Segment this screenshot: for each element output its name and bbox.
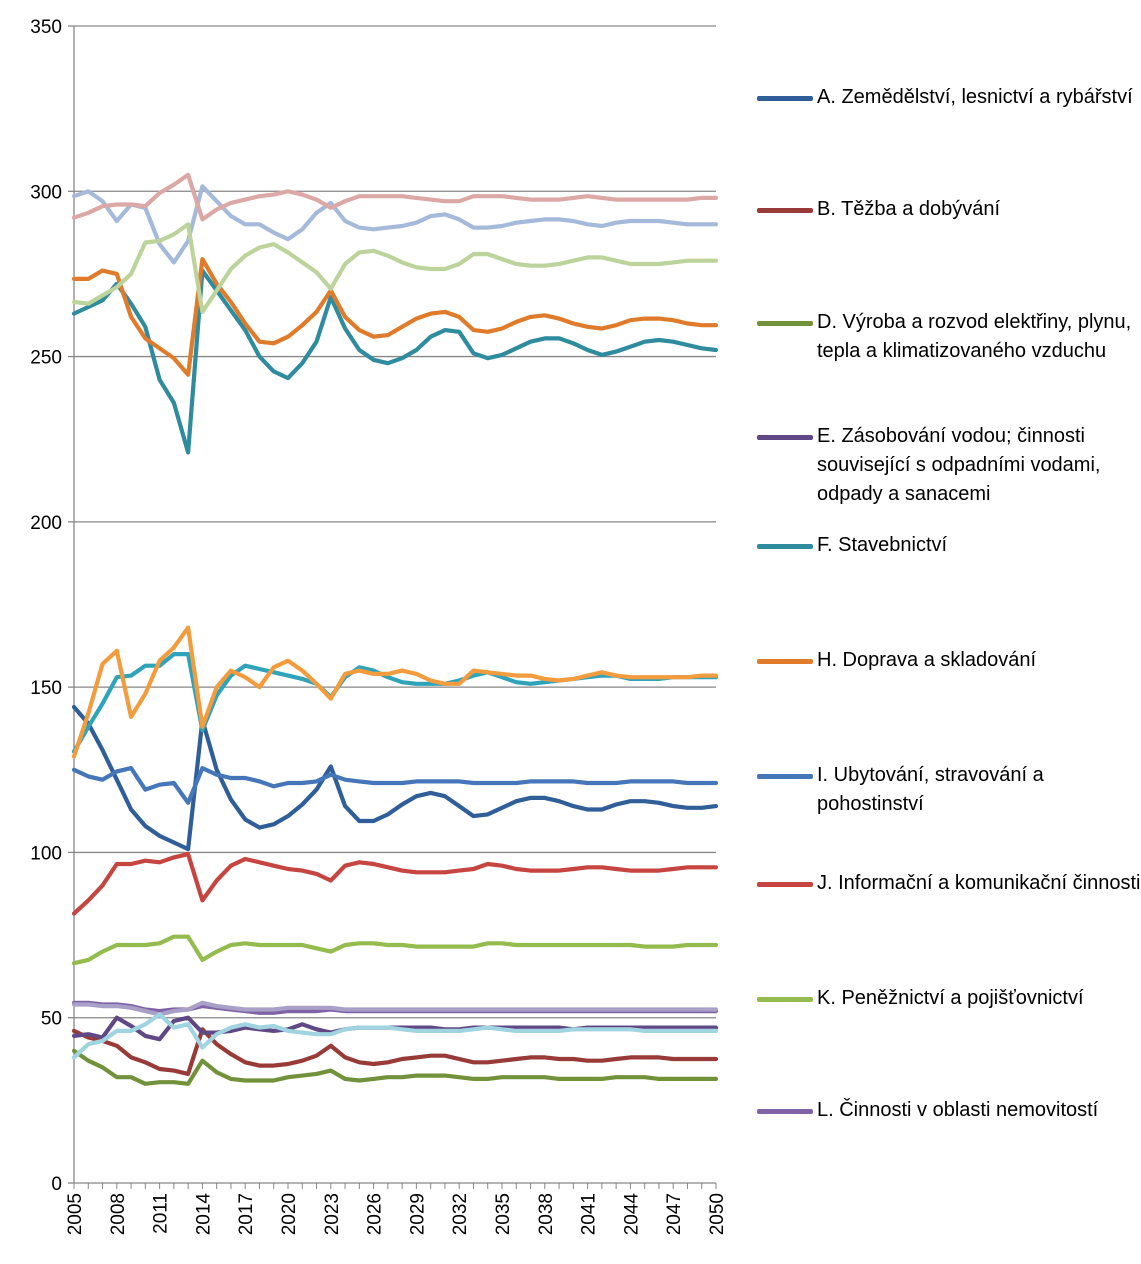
x-tick-label: 2041 — [579, 1193, 600, 1235]
legend-label: A. Zemědělství, lesnictví a rybářství — [817, 86, 1133, 108]
y-tick-label: 150 — [30, 678, 62, 699]
legend-swatch — [757, 1109, 813, 1114]
legend-label: B. Těžba a dobývání — [817, 198, 1001, 220]
legend-swatch — [757, 208, 813, 213]
x-tick-label: 2044 — [621, 1193, 642, 1236]
legend-label: J. Informační a komunikační činnosti — [817, 872, 1141, 894]
legend-swatch — [757, 774, 813, 779]
series-line-2 — [71, 1048, 719, 1086]
series-line-0 — [71, 704, 719, 852]
x-tick-label: 2023 — [322, 1193, 343, 1235]
series-line-8 — [71, 934, 719, 966]
y-tick-label: 250 — [30, 348, 62, 369]
grid-lines — [74, 25, 716, 1019]
series-line-6 — [71, 765, 719, 805]
x-tick-label: 2050 — [707, 1193, 728, 1235]
y-tick-labels: 0 50 100 150 200 250 300 350 — [30, 17, 62, 1195]
legend-swatch — [757, 997, 813, 1002]
series-line-10 — [71, 651, 719, 754]
y-tick-label: 300 — [30, 182, 62, 203]
legend-label: K. Peněžnictví a pojišťovnictví — [817, 987, 1084, 1009]
x-tick-label: 2029 — [407, 1193, 428, 1235]
legend-swatch — [757, 544, 813, 549]
x-tick-label: 2047 — [664, 1193, 685, 1235]
x-tick-labels: 2005 2008 2011 2014 2017 2020 2023 2026 2029 2032… — [65, 1193, 728, 1236]
series-line-14 — [71, 222, 719, 314]
legend-swatch — [757, 96, 813, 101]
legend-label: I. Ubytování, stravování a pohostinství — [817, 764, 1044, 815]
y-tick-label: 350 — [30, 17, 62, 38]
legend-label: D. Výroba a rozvod elektřiny, plynu, tep… — [817, 311, 1132, 362]
series-line-11 — [71, 625, 719, 759]
x-tick-label: 2005 — [65, 1193, 86, 1235]
legend-label: H. Doprava a skladování — [817, 649, 1037, 671]
y-tick-label: 50 — [41, 1009, 62, 1030]
legend: A. Zemědělství, lesnictví a rybářství B. … — [757, 0, 1141, 1264]
x-tick-label: 2026 — [365, 1193, 386, 1235]
series-line-12 — [71, 184, 719, 265]
series-line-16 — [71, 1012, 719, 1060]
series-line-7 — [71, 851, 719, 916]
series-line-4 — [71, 268, 719, 455]
x-tick-label: 2011 — [151, 1193, 172, 1234]
legend-swatch — [757, 435, 813, 440]
x-tick-label: 2017 — [236, 1193, 257, 1235]
x-tick-label: 2035 — [493, 1193, 514, 1235]
series-lines — [71, 172, 719, 1086]
x-tick-label: 2032 — [450, 1193, 471, 1235]
legend-label: F. Stavebnictví — [817, 534, 948, 556]
legend-label: L. Činnosti v oblasti nemovitostí — [817, 1099, 1099, 1121]
legend-swatch — [757, 882, 813, 887]
series-line-1 — [71, 1027, 719, 1077]
series-line-5 — [71, 257, 719, 377]
x-tick-label: 2020 — [279, 1193, 300, 1235]
x-tick-label: 2038 — [536, 1193, 557, 1235]
x-tick-label: 2008 — [108, 1193, 129, 1235]
series-line-15 — [71, 1000, 719, 1017]
series-line-13 — [71, 172, 719, 222]
y-tick-label: 100 — [30, 843, 62, 864]
legend-swatch — [757, 659, 813, 664]
x-tick-label: 2014 — [193, 1193, 214, 1236]
y-tick-label: 200 — [30, 513, 62, 534]
legend-swatch — [757, 321, 813, 326]
legend-label: E. Zásobování vodou; činnosti souvisejíc… — [817, 425, 1101, 505]
y-tick-label: 0 — [51, 1174, 62, 1195]
